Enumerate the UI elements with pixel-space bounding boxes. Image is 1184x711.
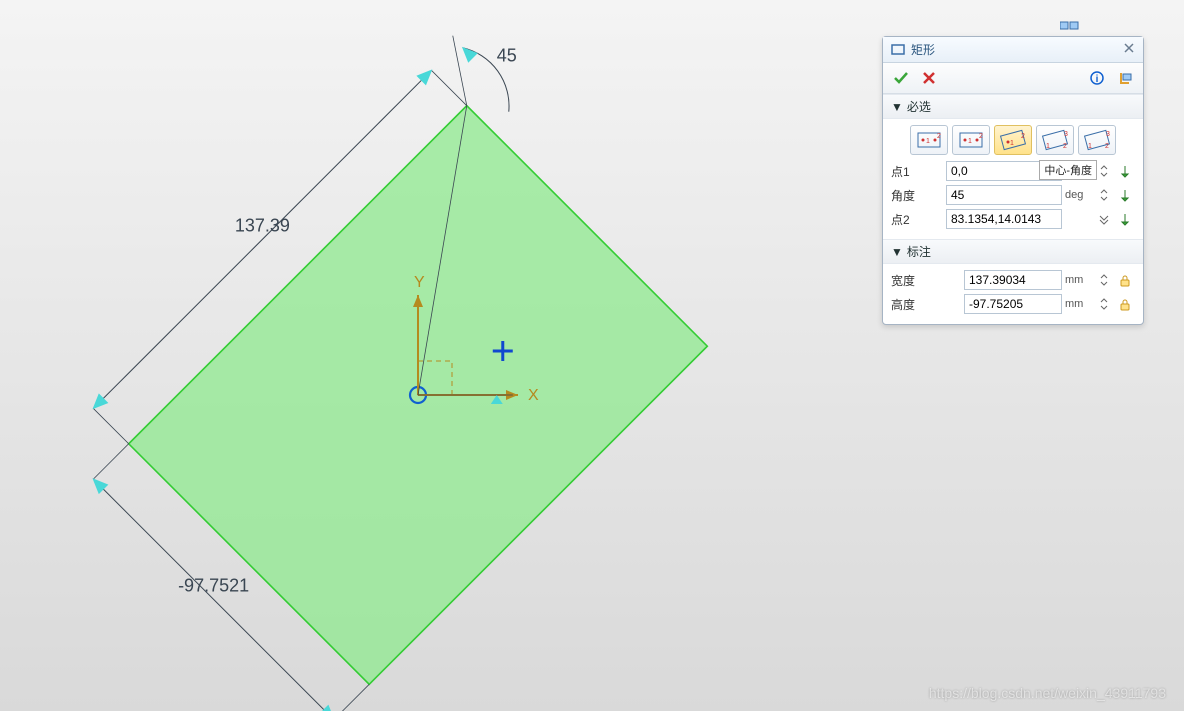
- height-input[interactable]: [964, 294, 1062, 314]
- panel-toolbar: i: [883, 63, 1143, 94]
- dock-handle[interactable]: [1060, 20, 1080, 30]
- field-label: 高度: [891, 296, 961, 313]
- chevron-down-icon: ▼: [891, 245, 903, 259]
- cancel-button[interactable]: [917, 67, 941, 89]
- svg-text:2: 2: [937, 133, 941, 140]
- expand-icon[interactable]: [1096, 211, 1112, 227]
- section-annotation-body: 宽度 mm 高度 mm: [883, 264, 1143, 324]
- svg-text:1: 1: [968, 138, 972, 145]
- spinner-icon[interactable]: [1096, 187, 1112, 203]
- svg-text:-97.7521: -97.7521: [178, 575, 249, 595]
- info-button[interactable]: i: [1085, 67, 1109, 89]
- point1-input[interactable]: [946, 161, 1062, 181]
- field-label: 点2: [891, 211, 943, 228]
- svg-text:2: 2: [979, 133, 983, 140]
- viewport[interactable]: X Y 137.39 -97.7521 45 矩形 i: [0, 0, 1184, 711]
- spinner-icon[interactable]: [1096, 272, 1112, 288]
- point2-input[interactable]: [946, 209, 1062, 229]
- pin-icon[interactable]: [1117, 211, 1133, 227]
- svg-text:Y: Y: [414, 274, 425, 291]
- spinner-icon[interactable]: [1096, 163, 1112, 179]
- pin-icon[interactable]: [1117, 187, 1133, 203]
- unit-label: deg: [1065, 189, 1093, 201]
- svg-text:2: 2: [1021, 133, 1025, 140]
- angle-input[interactable]: [946, 185, 1062, 205]
- chevron-down-icon: ▼: [891, 100, 903, 114]
- rectangle-icon: [891, 44, 905, 56]
- close-icon[interactable]: [1123, 42, 1135, 57]
- ok-button[interactable]: [889, 67, 913, 89]
- section-required-body: 121212123123 点1 中心-角度 角度 deg 点2: [883, 119, 1143, 239]
- mode-2pt-axis[interactable]: 12: [910, 125, 948, 155]
- panel-title-text: 矩形: [911, 41, 935, 58]
- svg-text:1: 1: [926, 138, 930, 145]
- unit-label: mm: [1065, 274, 1093, 286]
- mode-selector: 121212123123: [891, 125, 1135, 155]
- field-label: 宽度: [891, 272, 961, 289]
- field-angle: 角度 deg: [891, 185, 1135, 205]
- svg-text:137.39: 137.39: [235, 215, 290, 235]
- mode-center-angle[interactable]: 12: [994, 125, 1032, 155]
- mode-2pt-rot[interactable]: 12: [952, 125, 990, 155]
- panel-titlebar[interactable]: 矩形: [883, 37, 1143, 63]
- lock-icon[interactable]: [1117, 296, 1133, 312]
- svg-text:1: 1: [1010, 140, 1014, 147]
- preview-button[interactable]: [1113, 67, 1137, 89]
- spinner-icon[interactable]: [1096, 296, 1112, 312]
- svg-text:2: 2: [1105, 143, 1109, 150]
- svg-text:1: 1: [1088, 143, 1092, 150]
- svg-text:45: 45: [497, 46, 517, 66]
- lock-icon[interactable]: [1117, 272, 1133, 288]
- svg-text:2: 2: [1063, 143, 1067, 150]
- svg-text:i: i: [1096, 74, 1099, 85]
- svg-text:3: 3: [1106, 131, 1110, 138]
- width-input[interactable]: [964, 270, 1062, 290]
- field-label: 点1: [891, 163, 943, 180]
- field-height: 高度 mm: [891, 294, 1135, 314]
- section-required-header[interactable]: ▼ 必选: [883, 94, 1143, 119]
- svg-text:1: 1: [1046, 143, 1050, 150]
- field-width: 宽度 mm: [891, 270, 1135, 290]
- unit-label: mm: [1065, 298, 1093, 310]
- rectangle-panel: 矩形 i ▼ 必选 121212123123: [882, 36, 1144, 325]
- mode-3pt-a[interactable]: 1 2 3: [1036, 125, 1074, 155]
- svg-text:3: 3: [1064, 131, 1068, 138]
- section-required-label: 必选: [907, 98, 931, 115]
- mode-3pt-b[interactable]: 1 2 3: [1078, 125, 1116, 155]
- field-point1: 点1 中心-角度: [891, 161, 1135, 181]
- field-point2: 点2: [891, 209, 1135, 229]
- section-annotation-header[interactable]: ▼ 标注: [883, 239, 1143, 264]
- svg-text:X: X: [528, 387, 539, 404]
- watermark-text: https://blog.csdn.net/weixin_43911793: [929, 685, 1166, 701]
- field-label: 角度: [891, 187, 943, 204]
- section-annotation-label: 标注: [907, 243, 931, 260]
- pin-icon[interactable]: [1117, 163, 1133, 179]
